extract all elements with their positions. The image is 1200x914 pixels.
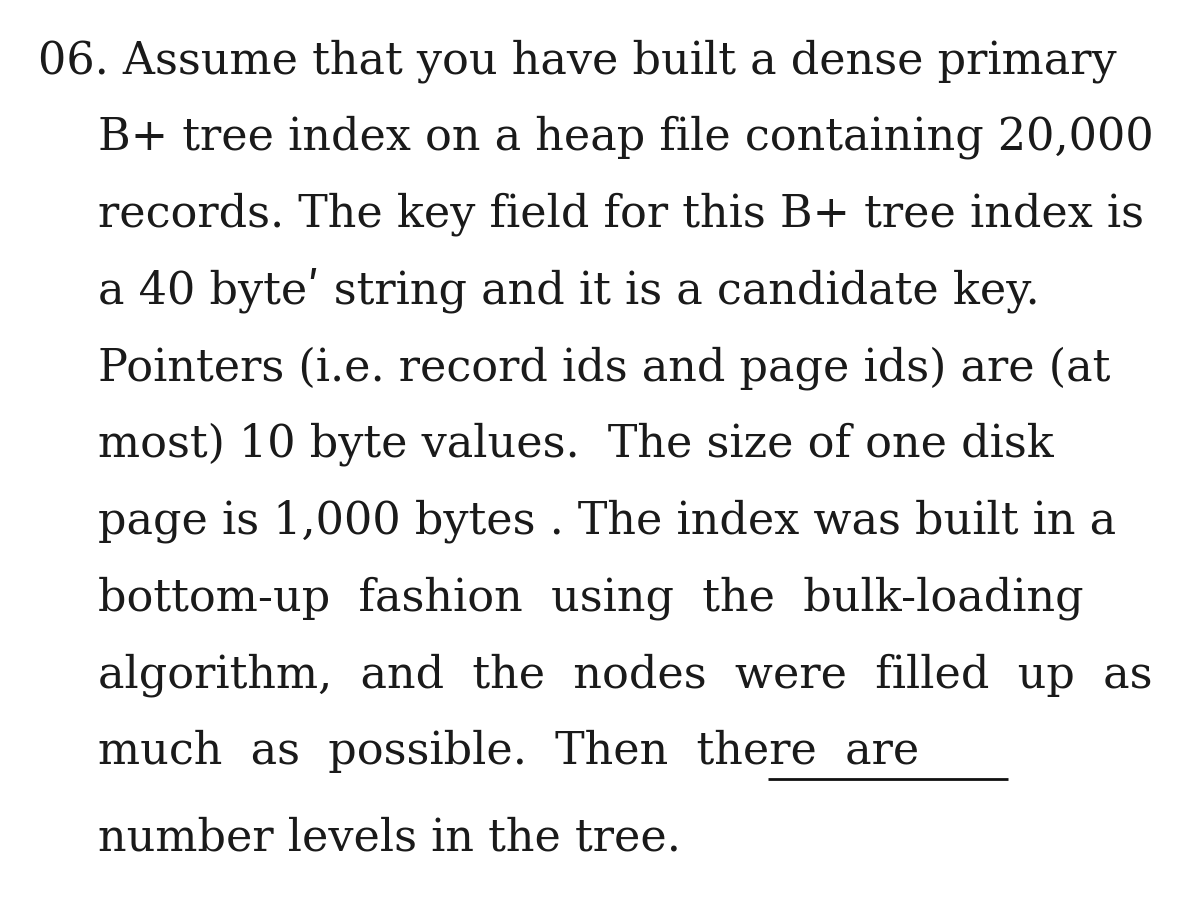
Text: B+ tree index on a heap file containing 20,000: B+ tree index on a heap file containing …	[98, 116, 1154, 159]
Text: 06. Assume that you have built a dense primary: 06. Assume that you have built a dense p…	[38, 39, 1117, 82]
Text: records. The key field for this B+ tree index is: records. The key field for this B+ tree …	[98, 193, 1145, 236]
Text: a 40 byteʹ string and it is a candidate key.: a 40 byteʹ string and it is a candidate …	[98, 268, 1040, 313]
Text: number levels in the tree.: number levels in the tree.	[98, 816, 682, 859]
Text: algorithm,  and  the  nodes  were  filled  up  as: algorithm, and the nodes were filled up …	[98, 654, 1153, 696]
Text: bottom-up  fashion  using  the  bulk-loading: bottom-up fashion using the bulk-loading	[98, 577, 1084, 620]
Text: much  as  possible.  Then  there  are: much as possible. Then there are	[98, 730, 919, 773]
Text: Pointers (i.e. record ids and page ids) are (at: Pointers (i.e. record ids and page ids) …	[98, 346, 1111, 389]
Text: most) 10 byte values.  The size of one disk: most) 10 byte values. The size of one di…	[98, 423, 1054, 466]
Text: page is 1,000 bytes . The index was built in a: page is 1,000 bytes . The index was buil…	[98, 500, 1116, 543]
